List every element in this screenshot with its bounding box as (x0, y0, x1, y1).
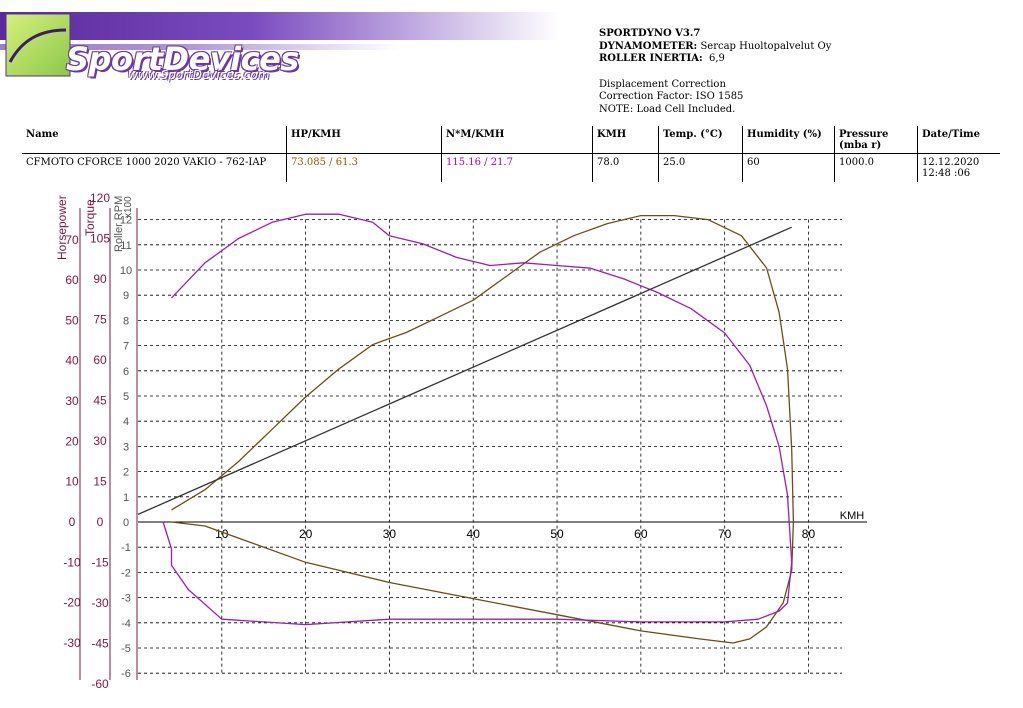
dyno-info: SPORTDYNO V3.7 DYNAMOMETER: Sercap Huolt… (599, 28, 831, 116)
col-pressure: Pressure (mba r) (834, 126, 918, 154)
torque-tick-label: 75 (93, 313, 107, 327)
rpm-tick-label: -6 (121, 668, 131, 680)
x-tick-label: 20 (299, 527, 313, 541)
rpm-tick-label: 4 (123, 416, 129, 428)
torque-tick-label: 45 (93, 394, 107, 408)
rpm-tick-label: 3 (123, 441, 129, 453)
series-line-roller-rpm (137, 226, 792, 515)
rpm-axis-label: Roller RPM (113, 196, 125, 252)
col-temp: Temp. (°C) (658, 126, 743, 154)
x-tick-label: 50 (550, 527, 564, 541)
rpm-tick-label: -1 (121, 542, 131, 554)
torque-tick-label: -15 (91, 556, 109, 570)
rpm-tick-label: 11 (120, 240, 131, 252)
logo-name: SportDevices (66, 40, 299, 78)
hp-tick-label: 70 (65, 233, 79, 247)
col-datetime: Date/Time (917, 126, 1000, 154)
dyno-value: Sercap Huoltopalvelut Oy (700, 40, 832, 52)
info-line-2: Correction Factor: ISO 1585 (599, 91, 744, 102)
cell-pressure: 1000.0 (834, 153, 918, 182)
info-line-1: Displacement Correction (599, 78, 726, 90)
torque-tick-label: -60 (91, 677, 109, 691)
col-nm: N*M/KMH (441, 126, 593, 154)
logo-banner (0, 12, 560, 77)
hp-tick-label: 20 (65, 434, 79, 448)
torque-axis-label: Torque (83, 199, 97, 236)
x-tick-label: 30 (383, 527, 397, 541)
rpm-tick-label: -3 (121, 593, 131, 605)
dyno-label: DYNAMOMETER: (599, 40, 698, 52)
torque-tick-label: 120 (90, 191, 110, 205)
table-row: CFMOTO CFORCE 1000 2020 VAKIO - 762-IAP … (22, 153, 1000, 182)
rpm-tick-label: 7 (123, 341, 129, 353)
col-name: Name (22, 126, 287, 154)
rpm-tick-label: 9 (123, 290, 129, 302)
inertia-value: 6,9 (709, 53, 725, 64)
hp-axis-label: Horsepower (55, 195, 69, 260)
col-hp: HP/KMH (286, 126, 442, 154)
hp-tick-label: -30 (63, 636, 81, 650)
cell-name: CFMOTO CFORCE 1000 2020 VAKIO - 762-IAP (26, 157, 267, 168)
rpm-tick-label: 10 (120, 265, 132, 277)
hp-tick-label: -10 (63, 555, 81, 569)
cell-hp: 73.085 / 61.3 (286, 153, 442, 182)
x-tick-label: 70 (718, 527, 732, 541)
rpm-tick-label: 12 (120, 215, 132, 227)
torque-tick-label: -45 (91, 637, 109, 651)
logo-url: www.SportDevices.com (128, 68, 270, 82)
col-kmh: KMH (592, 126, 659, 154)
x-tick-label: 60 (634, 527, 648, 541)
hp-tick-label: 0 (69, 515, 76, 529)
rpm-tick-label: -4 (121, 618, 131, 630)
rpm-axis-unit: x100 (123, 196, 134, 218)
torque-tick-label: 15 (93, 475, 107, 489)
run-summary-table: Name HP/KMH N*M/KMH KMH Temp. (°C) Humid… (22, 126, 1000, 182)
torque-tick-label: 0 (97, 515, 104, 529)
hp-tick-label: 10 (65, 475, 79, 489)
cell-temp: 25.0 (658, 153, 743, 182)
cell-kmh: 78.0 (592, 153, 659, 182)
table-header-row: Name HP/KMH N*M/KMH KMH Temp. (°C) Humid… (22, 126, 1000, 154)
software-version: SPORTDYNO V3.7 (599, 28, 701, 39)
cell-nm: 115.16 / 21.7 (441, 153, 593, 182)
hp-tick-label: 30 (65, 394, 79, 408)
rpm-tick-label: 6 (123, 366, 129, 378)
hp-tick-label: -20 (63, 596, 81, 610)
torque-tick-label: 30 (93, 434, 107, 448)
x-tick-label: 80 (802, 527, 816, 541)
torque-tick-label: 105 (90, 232, 110, 246)
x-axis-label: KMH (840, 510, 865, 522)
hp-tick-label: 40 (65, 354, 79, 368)
torque-tick-label: 60 (93, 353, 107, 367)
rpm-tick-label: -5 (121, 643, 131, 655)
rpm-tick-label: -2 (121, 567, 131, 579)
info-line-3: NOTE: Load Cell Included. (599, 103, 736, 115)
torque-tick-label: 90 (93, 272, 107, 286)
hp-tick-label: 50 (65, 313, 79, 327)
hp-tick-label: 60 (65, 273, 79, 287)
rpm-tick-label: 0 (123, 517, 129, 529)
inertia-label: ROLLER INERTIA: (599, 53, 703, 64)
cell-humidity: 60 (742, 153, 835, 182)
series-line-torque (162, 213, 793, 626)
logo-curve-icon (8, 28, 67, 63)
series-line-hp (171, 214, 795, 644)
cell-datetime: 12.12.2020 12:48 :06 (917, 153, 1000, 182)
x-tick-label: 40 (467, 527, 481, 541)
rpm-tick-label: 1 (123, 492, 129, 504)
col-humidity: Humidity (%) (742, 126, 835, 154)
rpm-tick-label: 5 (123, 391, 129, 403)
rpm-tick-label: 2 (123, 467, 129, 479)
torque-tick-label: -30 (91, 596, 109, 610)
rpm-tick-label: 8 (123, 315, 129, 327)
